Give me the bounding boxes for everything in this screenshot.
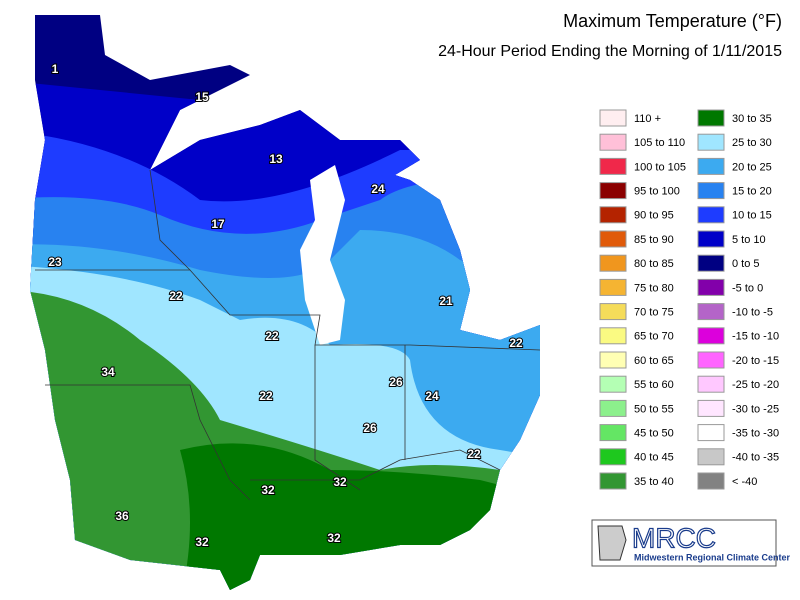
- legend-swatch: [599, 133, 627, 151]
- legend-label: 100 to 105: [634, 161, 686, 173]
- temperature-map: [30, 15, 540, 590]
- legend-label: 60 to 65: [634, 355, 674, 367]
- legend-label: 25 to 30: [732, 137, 772, 149]
- legend-swatch: [599, 230, 627, 248]
- station-value: 15: [195, 90, 209, 104]
- station-value: 21: [439, 294, 453, 308]
- legend-label: -15 to -10: [732, 331, 779, 343]
- legend-swatch: [697, 109, 725, 127]
- legend-label: 80 to 85: [634, 258, 674, 270]
- legend-swatch: [697, 327, 725, 345]
- legend-swatch: [697, 182, 725, 200]
- legend-label: 40 to 45: [634, 452, 674, 464]
- station-value: 23: [48, 255, 62, 269]
- station-value: 26: [363, 421, 377, 435]
- legend-swatch: [599, 303, 627, 321]
- legend-swatch: [697, 375, 725, 393]
- legend-swatch: [599, 109, 627, 127]
- legend-swatch: [599, 472, 627, 490]
- station-value: 36: [115, 509, 129, 523]
- legend-label: 105 to 110: [634, 137, 685, 149]
- legend-label: -20 to -15: [732, 355, 779, 367]
- legend-label: 5 to 10: [732, 234, 766, 246]
- legend-swatch: [599, 157, 627, 175]
- legend-swatch: [697, 206, 725, 224]
- legend-swatch: [599, 254, 627, 272]
- legend-label: -25 to -20: [732, 379, 779, 391]
- subtitle: 24-Hour Period Ending the Morning of 1/1…: [438, 43, 782, 60]
- lake-michigan: [300, 165, 345, 345]
- legend-swatch: [697, 278, 725, 296]
- legend-label: -5 to 0: [732, 282, 763, 294]
- legend-label: 20 to 25: [732, 161, 772, 173]
- legend-label: 10 to 15: [732, 210, 772, 222]
- station-value: 22: [509, 336, 523, 350]
- legend: 110 + 105 to 110 100 to 105 95 to 100 90 to …: [599, 109, 779, 490]
- legend-swatch: [599, 424, 627, 442]
- legend-swatch: [599, 206, 627, 224]
- legend-label: 95 to 100: [634, 186, 680, 198]
- legend-swatch: [599, 278, 627, 296]
- legend-swatch: [599, 351, 627, 369]
- legend-label: 55 to 60: [634, 379, 674, 391]
- legend-label: -40 to -35: [732, 452, 779, 464]
- logo: MRCC Midwestern Regional Climate Center: [591, 519, 791, 567]
- legend-label: 70 to 75: [634, 307, 674, 319]
- station-value: 32: [261, 483, 275, 497]
- legend-label: 30 to 35: [732, 113, 772, 125]
- logo-name: MRCC: [632, 522, 716, 553]
- legend-swatch: [599, 375, 627, 393]
- legend-swatch: [697, 351, 725, 369]
- station-value: 17: [211, 217, 225, 231]
- legend-swatch: [697, 472, 725, 490]
- legend-label: 35 to 40: [634, 476, 674, 488]
- logo-subtitle: Midwestern Regional Climate Center: [634, 552, 791, 562]
- legend-swatch: [697, 424, 725, 442]
- legend-swatch: [697, 399, 725, 417]
- legend-label: < -40: [732, 476, 757, 488]
- legend-swatch: [599, 399, 627, 417]
- legend-label: 85 to 90: [634, 234, 674, 246]
- legend-swatch: [697, 448, 725, 466]
- legend-swatch: [599, 448, 627, 466]
- station-value: 32: [333, 475, 347, 489]
- station-value: 22: [265, 329, 279, 343]
- legend-swatch: [599, 327, 627, 345]
- legend-swatch: [599, 182, 627, 200]
- station-value: 26: [389, 375, 403, 389]
- legend-label: -30 to -25: [732, 403, 779, 415]
- legend-label: 0 to 5: [732, 258, 760, 270]
- legend-label: 50 to 55: [634, 403, 674, 415]
- legend-swatch: [697, 230, 725, 248]
- state-borders: [35, 169, 541, 501]
- station-value: 24: [425, 389, 439, 403]
- logo-icon: [597, 525, 627, 561]
- station-value: 22: [169, 289, 183, 303]
- station-value: 32: [195, 535, 209, 549]
- station-value: 1: [52, 62, 59, 76]
- station-value: 34: [101, 365, 115, 379]
- station-value: 22: [259, 389, 273, 403]
- legend-swatch: [697, 254, 725, 272]
- legend-label: -35 to -30: [732, 428, 779, 440]
- legend-label: 15 to 20: [732, 186, 772, 198]
- legend-swatch: [697, 303, 725, 321]
- legend-swatch: [697, 133, 725, 151]
- legend-label: 75 to 80: [634, 282, 674, 294]
- legend-label: 45 to 50: [634, 428, 674, 440]
- map-labels: 1 15 13 17 24 23 22 21 22 22 34 26 22 24 26 22 32 32 36 32 3…: [47, 61, 524, 550]
- legend-label: 65 to 70: [634, 331, 674, 343]
- station-value: 22: [467, 447, 481, 461]
- legend-label: -10 to -5: [732, 307, 773, 319]
- station-value: 24: [371, 182, 385, 196]
- title: Maximum Temperature (°F): [563, 11, 782, 31]
- legend-label: 90 to 95: [634, 210, 674, 222]
- station-value: 32: [327, 531, 341, 545]
- legend-swatch: [697, 157, 725, 175]
- station-value: 13: [269, 152, 283, 166]
- legend-label: 110 +: [634, 113, 661, 125]
